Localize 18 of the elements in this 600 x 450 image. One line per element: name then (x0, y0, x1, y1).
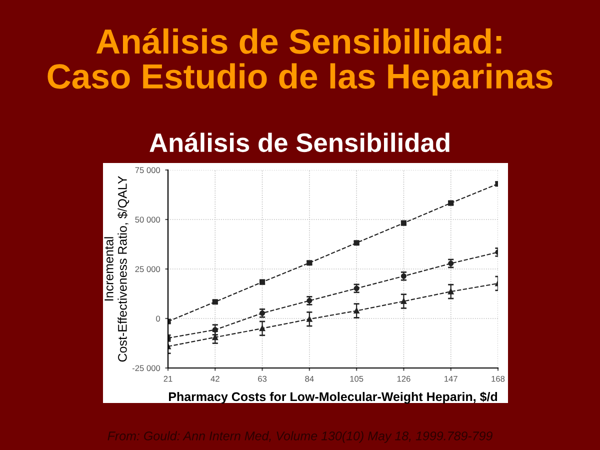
y-tick-label: 25 000 (135, 266, 160, 272)
x-tick-label: 63 (258, 376, 267, 382)
x-tick-label: 84 (305, 376, 314, 382)
y-tick-label: 75 000 (135, 167, 160, 174)
chart-subtitle: Análisis de Sensibilidad (150, 132, 450, 152)
text: From: Gould: Ann Intern Med, Volume 130(10) May 18, 1999.789-799 (108, 431, 492, 443)
y-tick-label: -25 000 (132, 365, 160, 372)
x-axis-title: Pharmacy Costs for Low-Molecular-Weight Heparin, $/d (169, 392, 498, 404)
x-tick-label: 168 (492, 376, 505, 382)
y-tick-label: 50 000 (135, 216, 160, 223)
x-tick-label: 126 (397, 376, 410, 382)
chart-title: Análisis de Sensibilidad: Caso Estudio de las Heparinas (48, 28, 552, 96)
x-tick-label: 147 (444, 376, 458, 382)
x-tick-label: 42 (210, 376, 220, 382)
y-tick-label: 0 (156, 316, 160, 322)
y-axis-title: Incremental Cost-Effectiveness Ratio, $/QALY (104, 176, 130, 362)
x-tick-label: 105 (350, 376, 364, 382)
x-tick-label: 21 (164, 376, 172, 382)
